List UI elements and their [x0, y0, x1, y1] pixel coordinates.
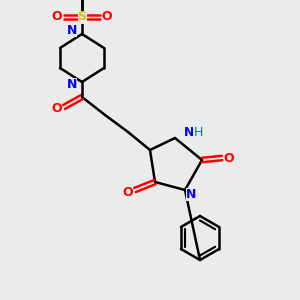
Text: O: O [102, 11, 112, 23]
Text: O: O [123, 185, 133, 199]
Text: N: N [186, 188, 196, 200]
Text: O: O [52, 11, 62, 23]
Text: H: H [193, 127, 203, 140]
Text: O: O [52, 103, 62, 116]
Text: S: S [77, 11, 86, 23]
Text: N: N [67, 77, 77, 91]
Text: O: O [224, 152, 234, 164]
Text: N: N [67, 23, 77, 37]
Text: N: N [184, 127, 194, 140]
